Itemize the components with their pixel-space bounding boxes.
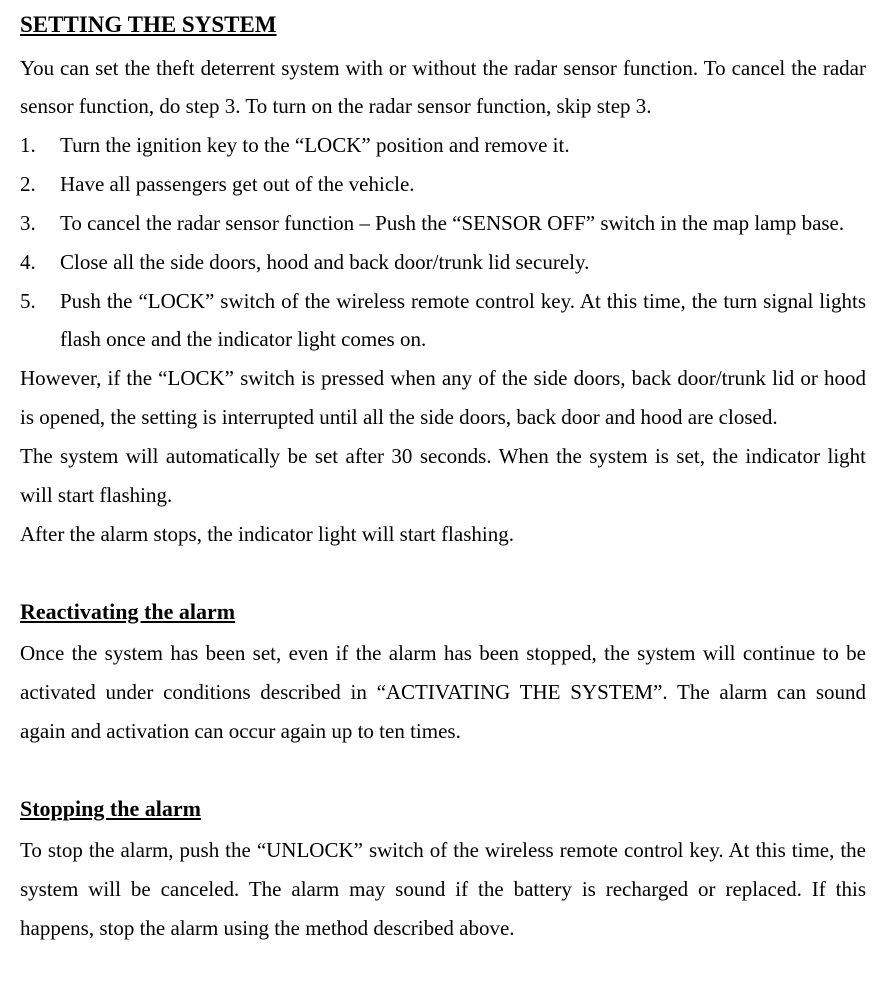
paragraph-intro: You can set the theft deterrent system w… <box>20 49 866 127</box>
heading-stopping: Stopping the alarm <box>20 789 866 830</box>
step-4: Close all the side doors, hood and back … <box>20 243 866 282</box>
paragraph-after-alarm: After the alarm stops, the indicator lig… <box>20 515 866 554</box>
paragraph-however: However, if the “LOCK” switch is pressed… <box>20 359 866 437</box>
step-5: Push the “LOCK” switch of the wireless r… <box>20 282 866 360</box>
step-1: Turn the ignition key to the “LOCK” posi… <box>20 126 866 165</box>
step-3: To cancel the radar sensor function – Pu… <box>20 204 866 243</box>
document-page: SETTING THE SYSTEM You can set the theft… <box>0 0 886 968</box>
paragraph-stopping: To stop the alarm, push the “UNLOCK” swi… <box>20 831 866 948</box>
paragraph-reactivating: Once the system has been set, even if th… <box>20 634 866 751</box>
heading-setting-the-system: SETTING THE SYSTEM <box>20 4 866 47</box>
steps-list: Turn the ignition key to the “LOCK” posi… <box>20 126 866 359</box>
paragraph-auto-set: The system will automatically be set aft… <box>20 437 866 515</box>
heading-reactivating: Reactivating the alarm <box>20 592 866 633</box>
step-2: Have all passengers get out of the vehic… <box>20 165 866 204</box>
